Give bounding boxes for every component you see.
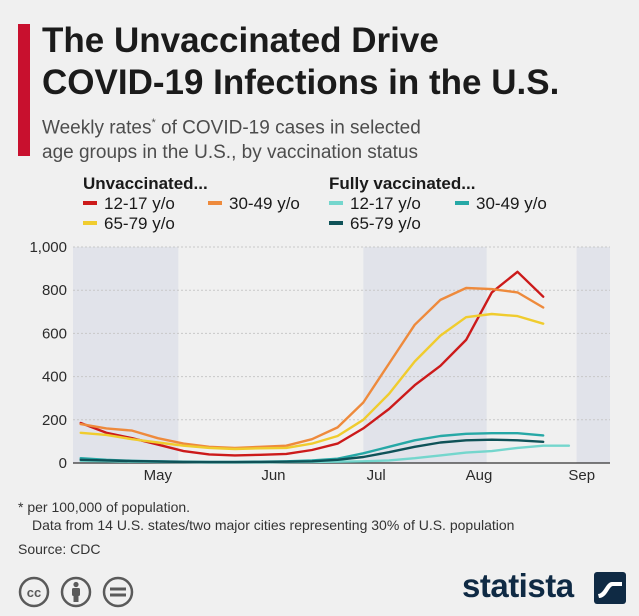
legend-item-vax-65-79: 65-79 y/o xyxy=(329,214,421,234)
legend-heading-vaccinated: Fully vaccinated... xyxy=(329,174,476,193)
line-chart: 0 200 400 600 800 1,000 May Jun Jul Aug Sep xyxy=(29,239,610,484)
chart-subtitle: Weekly rates* of COVID-19 cases in selec… xyxy=(42,111,562,165)
statista-logo-mark-icon xyxy=(594,572,626,604)
chart-title: The Unvaccinated Drive COVID-19 Infectio… xyxy=(42,20,632,104)
subtitle-text-cont: of COVID-19 cases in selected xyxy=(155,117,421,139)
series-line-unvax-12-17 xyxy=(79,270,545,457)
title-line-2: COVID-19 Infections in the U.S. xyxy=(42,63,560,102)
series-line-vax-65-79 xyxy=(79,438,545,464)
legend-swatch xyxy=(329,220,343,225)
legend-swatch xyxy=(329,200,343,205)
y-tick-label: 0 xyxy=(59,455,67,472)
legend-label: 12-17 y/o xyxy=(350,194,421,213)
subtitle-text: Weekly rates xyxy=(42,117,152,139)
y-tick-label: 1,000 xyxy=(29,239,67,256)
legend-swatch xyxy=(455,200,469,205)
subtitle-footnote-mark: * xyxy=(151,117,156,129)
legend-label: 65-79 y/o xyxy=(104,214,175,233)
x-tick-label: Jun xyxy=(261,467,285,484)
legend-label: 65-79 y/o xyxy=(350,214,421,233)
footnote-data-coverage: Data from 14 U.S. states/two major citie… xyxy=(32,517,515,533)
x-tick-label: Jul xyxy=(367,467,386,484)
no-derivatives-equals-icon xyxy=(102,576,134,608)
legend-swatch xyxy=(208,200,222,205)
legend-item-vax-30-49: 30-49 y/o xyxy=(455,194,547,214)
attribution-person-icon xyxy=(60,576,92,608)
y-tick-label: 800 xyxy=(42,282,67,299)
legend-heading-unvaccinated: Unvaccinated... xyxy=(83,174,208,193)
series-line-unvax-65-79 xyxy=(79,312,545,451)
legend-vaccinated: Fully vaccinated... xyxy=(329,174,475,196)
legend-item-vax-12-17: 12-17 y/o xyxy=(329,194,421,214)
svg-text:cc: cc xyxy=(27,585,41,600)
license-icons: cc xyxy=(18,576,134,608)
legend-item-unvax-65-79: 65-79 y/o xyxy=(83,214,175,234)
x-tick-label: Sep xyxy=(568,467,595,484)
legend-item-unvax-12-17: 12-17 y/o xyxy=(83,194,175,214)
legend-swatch xyxy=(83,220,97,225)
y-tick-label: 200 xyxy=(42,412,67,429)
legend-unvaccinated: Unvaccinated... xyxy=(83,174,208,196)
title-line-1: The Unvaccinated Drive xyxy=(42,21,439,60)
legend-label: 30-49 y/o xyxy=(229,194,300,213)
legend-swatch xyxy=(83,200,97,205)
y-tick-label: 400 xyxy=(42,369,67,386)
source-text: Source: CDC xyxy=(18,541,101,557)
title-accent-bar xyxy=(18,24,30,156)
x-tick-label: Aug xyxy=(466,467,493,484)
statista-logo[interactable]: statista xyxy=(462,566,632,610)
legend-label: 30-49 y/o xyxy=(476,194,547,213)
legend-item-unvax-30-49: 30-49 y/o xyxy=(208,194,300,214)
series-line-unvax-30-49 xyxy=(79,286,545,450)
statista-wordmark: statista xyxy=(462,567,574,604)
creative-commons-icon: cc xyxy=(18,576,50,608)
footnote-per-population: * per 100,000 of population. xyxy=(18,499,191,515)
legend-label: 12-17 y/o xyxy=(104,194,175,213)
x-tick-label: May xyxy=(144,467,173,484)
shaded-band-2 xyxy=(576,247,610,463)
subtitle-line-2: age groups in the U.S., by vaccination s… xyxy=(42,142,418,164)
shaded-band-1 xyxy=(363,247,487,463)
y-tick-label: 600 xyxy=(42,325,67,342)
